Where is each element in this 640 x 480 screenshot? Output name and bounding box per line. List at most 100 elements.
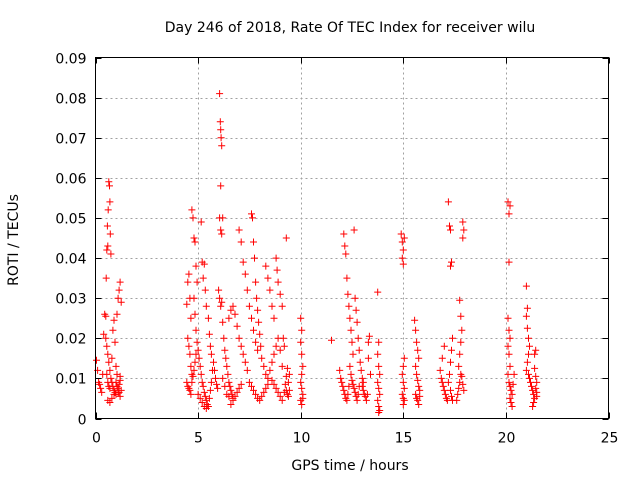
data-point [109,326,117,334]
data-point [375,403,383,410]
data-point [284,392,292,400]
data-point [200,260,208,268]
data-point [221,346,229,354]
data-point [216,294,224,302]
x-tick-label: 25 [601,431,619,447]
data-point [204,403,212,410]
data-point [298,401,306,408]
data-point [217,226,225,234]
data-point [270,380,278,388]
data-point [252,390,260,398]
data-point [437,374,445,382]
data-point [192,262,200,270]
data-point [337,374,345,382]
data-point [219,318,227,326]
data-point [276,346,284,354]
data-point [298,326,306,334]
data-point [282,234,290,242]
data-point [191,238,199,246]
data-point [186,386,194,394]
data-point [245,378,253,386]
data-point [210,358,217,366]
data-point [376,370,384,378]
data-point [115,286,123,294]
data-point [100,330,108,338]
data-point [189,214,197,222]
data-point [260,362,268,370]
data-point [345,382,353,390]
data-point [191,358,199,366]
data-point [243,366,251,374]
data-point [266,366,274,374]
data-point [525,370,532,378]
data-point [455,384,463,392]
data-point [414,376,422,384]
data-point [103,222,111,230]
plot-frame [95,57,609,419]
data-point [416,392,424,400]
data-point [533,392,541,400]
data-point [447,262,454,270]
data-point [285,370,293,378]
data-point [196,362,204,370]
data-point [113,310,121,318]
data-point [458,326,466,334]
data-point [211,366,218,374]
data-point [447,226,454,234]
data-point [374,350,382,358]
data-point [438,354,446,362]
data-point [256,330,264,338]
data-point [192,326,200,334]
data-point [350,384,358,392]
data-point [351,294,359,302]
data-point [217,134,225,142]
data-point [106,366,114,374]
data-point [206,386,214,394]
data-point [505,326,513,334]
data-point [217,182,225,190]
data-point [349,350,357,358]
data-point [342,250,350,258]
data-point [250,386,257,394]
data-point [446,370,453,378]
data-point [340,386,348,394]
data-point [253,294,261,302]
data-point [104,242,112,250]
data-point [235,384,243,392]
data-point [272,254,280,262]
data-point [184,334,192,342]
data-point [358,374,366,382]
data-point [231,310,239,318]
data-point [241,270,249,278]
data-point [460,226,468,234]
data-point [264,380,272,388]
data-point [399,401,407,408]
data-point [400,396,408,404]
data-point [444,198,452,206]
data-point [216,118,224,126]
data-point [106,198,114,206]
data-point [268,376,276,384]
data-point [532,384,540,392]
data-point [460,386,468,394]
data-point [447,386,454,394]
y-tick-label: 0 [78,413,87,429]
data-point [188,206,196,214]
data-point [193,278,201,286]
data-point [453,396,461,404]
data-point [205,394,213,402]
data-point [193,338,201,346]
data-point [504,198,512,206]
data-point [207,350,215,358]
data-point [197,218,205,226]
data-point [268,358,276,366]
data-point [190,294,198,302]
data-point [218,142,226,150]
x-tick-label: 20 [498,431,516,447]
data-point [274,388,282,396]
data-point [414,396,422,404]
axis-ticks [95,57,610,420]
data-point [222,354,230,362]
data-point [114,294,122,302]
